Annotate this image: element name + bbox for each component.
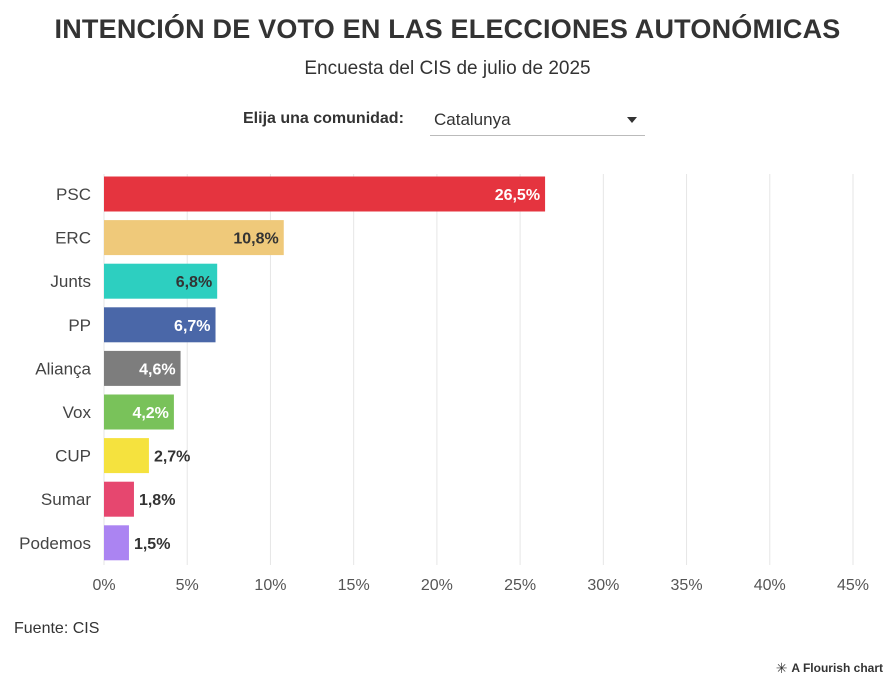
x-tick-label: 20% [421,577,453,594]
bar-sumar[interactable] [104,481,134,517]
value-labels: 26,5% 10,8% 6,8% 6,7% 4,6% 4,2% 2,7% 1,8% 1,5% [131,186,542,553]
category-label: ERC [55,229,91,248]
x-tick-label: 40% [754,577,786,594]
source-note: Fuente: CIS [14,620,100,637]
community-dropdown[interactable]: Catalunya [430,104,645,136]
x-axis-ticks: 0% 5% 10% 15% 20% 25% 30% 35% 40% 45% [92,577,869,594]
bar-vox[interactable] [104,394,174,430]
value-label: 2,7% [154,449,190,466]
bar-alian-a[interactable] [104,350,181,386]
category-label: Podemos [19,534,91,553]
bar-cup[interactable] [104,438,149,474]
x-tick-label: 30% [587,577,619,594]
category-labels: PSC ERC Junts PP Aliança Vox CUP Sumar Podemos [19,185,91,553]
bars [104,176,546,561]
category-label: CUP [55,447,91,466]
community-selector-label: Elija una comunidad: [243,110,404,127]
value-label: 6,7% [174,318,210,335]
bar-psc[interactable] [104,176,546,212]
bar-podemos[interactable] [104,525,129,561]
category-label: Junts [50,272,91,291]
x-tick-label: 45% [837,577,869,594]
category-label: Aliança [35,359,91,378]
x-tick-label: 15% [338,577,370,594]
bar-chart: PSC ERC Junts PP Aliança Vox CUP Sumar Podemos 2… [19,174,869,594]
chevron-down-icon[interactable] [627,117,637,123]
chart-subtitle: Encuesta del CIS de julio de 2025 [304,58,591,79]
category-label: Sumar [41,490,91,509]
value-label: 26,5% [495,187,540,204]
value-label: 1,8% [139,492,175,509]
x-tick-label: 0% [92,577,115,594]
value-label: 10,8% [233,231,278,248]
community-dropdown-value: Catalunya [434,110,511,129]
x-tick-label: 5% [176,577,199,594]
flourish-credit-label: A Flourish chart [791,661,883,675]
x-tick-label: 10% [254,577,286,594]
bar-erc[interactable] [104,220,284,256]
x-tick-label: 35% [671,577,703,594]
value-label: 6,8% [176,274,212,291]
flourish-credit[interactable]: ✳ A Flourish chart [776,661,883,675]
bar-pp[interactable] [104,307,216,343]
chart-title: INTENCIÓN DE VOTO EN LAS ELECCIONES AUTO… [54,14,841,44]
value-label: 1,5% [134,536,170,553]
value-label: 4,6% [139,361,175,378]
x-tick-label: 25% [504,577,536,594]
category-label: Vox [63,403,92,422]
category-label: PP [68,316,91,335]
bar-junts[interactable] [104,263,218,299]
gridlines [103,174,854,565]
value-label: 4,2% [132,405,168,422]
category-label: PSC [56,185,91,204]
flourish-logo-icon: ✳ [775,660,788,676]
